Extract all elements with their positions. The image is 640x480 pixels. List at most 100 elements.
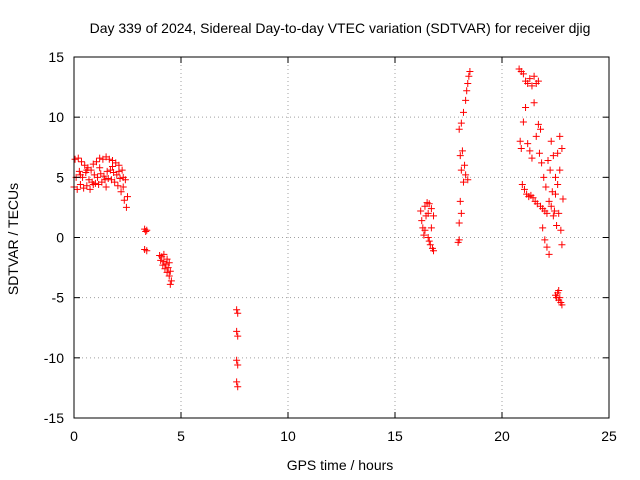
data-point [549,152,557,160]
data-point [115,167,123,175]
data-point [466,67,474,75]
data-point [430,212,438,220]
data-point [233,356,241,364]
data-point [526,75,534,83]
data-point [117,188,125,196]
data-point [555,209,563,217]
data-point [544,156,552,164]
data-point [554,181,562,189]
data-point [534,77,542,85]
data-point [143,226,151,234]
data-point [234,309,242,317]
data-point [71,155,79,163]
data-point [459,108,467,116]
data-point [116,175,124,183]
data-point [427,205,435,213]
data-point [118,166,126,174]
data-point [427,224,435,232]
data-point [165,272,173,280]
data-point [552,190,559,198]
data-point [89,181,97,189]
data-point [462,171,470,179]
data-point [96,164,104,172]
data-point [457,166,465,174]
data-point [541,236,549,244]
data-point [120,196,128,204]
data-point [119,173,127,181]
data-point [457,209,465,217]
data-point [417,207,425,215]
data-point [557,226,565,234]
data-point [167,277,175,285]
data-point [461,161,469,169]
data-point [101,176,109,184]
x-tick-label: 15 [387,428,403,444]
data-point [124,193,131,201]
data-point [111,178,119,186]
data-point [420,231,428,239]
data-point [519,70,527,78]
data-point [456,197,464,205]
y-tick-label: 5 [56,169,64,185]
data-point [104,175,112,183]
data-point [543,243,551,251]
data-point [122,203,130,211]
y-tick-label: -5 [52,290,65,306]
data-point [526,147,534,155]
data-point [233,327,241,335]
x-tick-label: 5 [177,428,185,444]
data-point [528,154,536,162]
y-tick-label: 15 [48,49,64,65]
data-point [559,195,567,203]
data-point [554,149,562,157]
data-point [119,183,127,191]
x-tick-label: 20 [494,428,510,444]
data-point [166,267,174,275]
data-point [74,154,82,162]
data-point [143,247,151,255]
data-point [530,99,538,107]
data-point [76,181,84,189]
data-point [547,202,555,210]
data-point [549,212,557,220]
data-point [425,200,433,208]
data-point [161,265,169,273]
data-point [86,185,94,193]
data-point [457,119,465,127]
data-point [550,207,558,215]
data-point [234,332,242,340]
data-point [160,250,168,258]
y-tick-label: 0 [56,230,64,246]
data-point [103,167,111,175]
data-point [556,132,564,140]
data-point [163,255,171,263]
data-point [165,259,173,267]
y-tick-label: -10 [44,350,64,366]
data-point [76,171,84,179]
data-point [463,87,471,95]
data-point [546,166,554,174]
data-point [524,140,532,148]
data-point [100,172,108,180]
data-point [556,294,564,302]
data-point [543,209,551,217]
data-point [552,173,559,181]
data-point [233,378,241,386]
data-point [459,178,467,186]
data-point [113,171,121,179]
data-point [547,137,555,145]
data-point [109,163,117,171]
data-point [540,173,548,181]
data-point [522,104,530,112]
data-point [517,144,525,152]
data-point [545,197,553,205]
data-point [530,72,538,80]
data-point [542,183,550,191]
y-tick-label: -15 [44,410,64,426]
data-point [458,147,466,155]
data-point [94,173,102,181]
data-point [464,176,472,184]
data-point [102,183,110,191]
data-point [234,361,242,369]
